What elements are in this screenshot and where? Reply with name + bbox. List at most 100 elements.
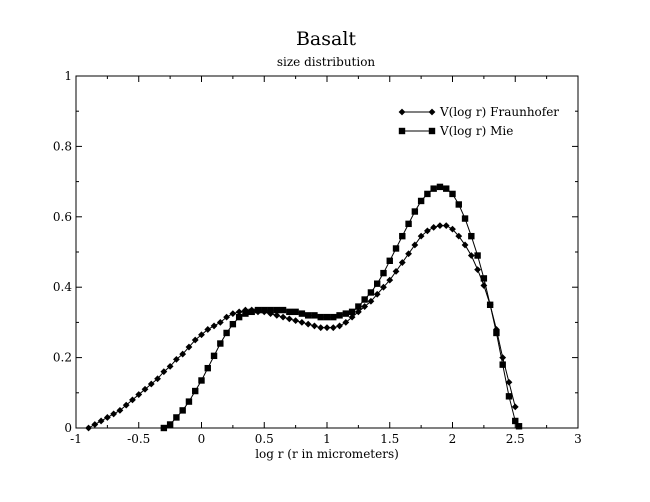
diamond-marker	[110, 410, 118, 418]
square-marker	[474, 252, 481, 259]
square-marker	[443, 185, 450, 192]
diamond-marker	[298, 319, 306, 326]
diamond-marker	[97, 417, 105, 425]
diamond-marker	[116, 407, 124, 414]
diamond-marker	[411, 241, 419, 249]
square-marker	[217, 340, 224, 347]
square-marker	[304, 312, 312, 319]
x-axis-label: log r (r in micrometers)	[255, 447, 399, 461]
diamond-marker	[455, 232, 463, 240]
square-marker	[248, 308, 255, 316]
diamond-marker	[141, 385, 149, 393]
square-marker	[273, 306, 280, 314]
diamond-marker	[373, 290, 381, 298]
square-marker	[417, 197, 425, 205]
square-marker	[223, 329, 230, 337]
legend-item: V(log r) Fraunhofer	[398, 105, 559, 119]
diamond-marker	[311, 322, 318, 330]
diamond-marker	[380, 283, 387, 291]
y-tick-label: 0.8	[53, 139, 72, 153]
diamond-marker	[354, 308, 362, 316]
y-tick-label: 0.2	[53, 351, 72, 365]
diamond-marker	[467, 252, 475, 259]
square-marker	[173, 414, 180, 421]
y-tick-label: 0.6	[53, 210, 72, 224]
diamond-marker	[336, 322, 343, 330]
diamond-marker	[129, 396, 136, 404]
legend-marker	[428, 108, 436, 116]
square-marker	[185, 398, 193, 405]
plot-area: -1 -0.5 0 0.5 1 1.5 2 2.5 3 0 0.2 0.4 0.6 0.8 1	[53, 69, 582, 446]
square-marker	[512, 417, 519, 425]
diamond-marker	[367, 297, 375, 305]
square-marker	[374, 280, 381, 287]
square-marker	[355, 303, 362, 310]
square-marker	[436, 183, 444, 191]
square-marker	[430, 185, 437, 192]
square-marker	[480, 275, 488, 282]
square-marker	[449, 190, 456, 198]
square-marker	[468, 232, 475, 240]
square-marker	[348, 308, 356, 316]
square-marker	[311, 312, 318, 319]
diamond-marker	[304, 320, 312, 328]
diamond-marker	[499, 354, 507, 361]
series-layer	[85, 183, 523, 432]
y-tick-label: 1	[64, 69, 72, 83]
x-tick-label: -1	[70, 432, 82, 446]
diamond-marker	[361, 303, 369, 310]
square-marker	[424, 190, 431, 198]
chart-title: Basalt	[296, 28, 356, 50]
square-marker	[386, 257, 393, 264]
diamond-marker	[147, 380, 155, 388]
diamond-marker	[323, 324, 331, 332]
diamond-marker	[480, 282, 488, 289]
diamond-marker	[461, 241, 469, 249]
diamond-marker	[103, 414, 111, 421]
diamond-marker	[474, 266, 481, 273]
series-line	[88, 225, 516, 429]
square-marker	[361, 296, 368, 303]
series-fraunhofer	[85, 222, 519, 432]
diamond-marker	[386, 276, 394, 284]
x-tick-label: 1.5	[380, 432, 399, 446]
x-tick-label: -0.5	[127, 432, 150, 446]
square-marker	[392, 245, 400, 252]
square-marker	[166, 421, 174, 428]
square-marker	[405, 220, 412, 228]
diamond-marker	[505, 378, 513, 386]
square-marker	[267, 306, 274, 314]
x-tick-label: 0.5	[255, 432, 274, 446]
diamond-marker	[179, 350, 187, 358]
square-marker	[455, 201, 462, 208]
chart-subtitle: size distribution	[277, 55, 376, 69]
square-marker	[515, 423, 523, 430]
square-marker	[279, 306, 287, 314]
x-tick-label: 2	[449, 432, 457, 446]
square-marker	[254, 306, 262, 314]
diamond-marker	[442, 222, 450, 229]
diamond-marker	[235, 308, 243, 316]
diamond-marker	[449, 225, 456, 233]
diamond-marker	[91, 421, 99, 428]
square-marker	[317, 313, 324, 321]
square-marker	[461, 215, 469, 222]
legend-marker	[428, 127, 436, 135]
diamond-marker	[229, 310, 237, 317]
diamond-marker	[216, 319, 224, 326]
diamond-marker	[173, 355, 180, 363]
square-marker	[499, 361, 506, 368]
square-marker	[292, 308, 299, 316]
square-marker	[242, 310, 249, 317]
square-marker	[160, 424, 168, 432]
diamond-marker	[223, 313, 230, 321]
square-marker	[505, 393, 513, 400]
diamond-marker	[285, 315, 293, 323]
diamond-marker	[348, 313, 356, 321]
x-tick-label: 0	[198, 432, 206, 446]
square-marker	[298, 310, 306, 317]
diamond-marker	[329, 324, 337, 332]
x-tick-label: 3	[574, 432, 582, 446]
diamond-marker	[160, 368, 168, 376]
legend-item: V(log r) Mie	[398, 124, 513, 138]
